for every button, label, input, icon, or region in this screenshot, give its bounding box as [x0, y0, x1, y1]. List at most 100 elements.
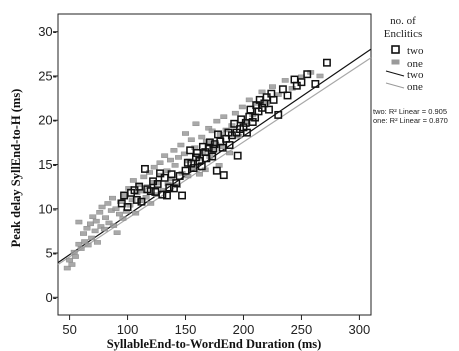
point-one: [113, 230, 121, 235]
point-one: [63, 265, 71, 271]
legend-label-one-marker: one: [407, 58, 423, 70]
point-one: [226, 150, 234, 156]
fit-line-one: [57, 57, 372, 265]
point-one: [177, 142, 185, 148]
legend-line-two: [385, 70, 405, 77]
point-two: [163, 191, 171, 200]
point-two: [278, 85, 287, 94]
point-one: [97, 224, 105, 229]
x-axis-ticks: 50 100 150 200 250 300: [62, 315, 370, 337]
legend: no. of Enclitics two one two one: [384, 15, 424, 93]
point-one: [84, 242, 92, 248]
point-two: [189, 164, 198, 172]
point-two: [322, 58, 331, 67]
y-axis-title: Peak delay SyllEnd-to-H (ms): [9, 89, 23, 248]
point-two: [303, 70, 312, 79]
y-tick-label: 30-: [38, 24, 57, 39]
point-two: [209, 144, 218, 153]
point-one: [98, 204, 106, 210]
point-one: [171, 163, 179, 168]
point-one: [83, 225, 91, 231]
y-tick-label: 25-: [38, 68, 57, 83]
point-two: [153, 180, 162, 188]
point-one: [128, 197, 136, 203]
point-two: [233, 151, 242, 160]
point-one: [105, 220, 113, 226]
point-one: [88, 235, 96, 241]
point-one: [93, 240, 101, 245]
point-one: [102, 215, 109, 220]
point-one: [122, 209, 130, 214]
point-one: [109, 195, 116, 201]
point-two: [283, 91, 292, 100]
plot-area: [57, 13, 372, 316]
r2-annotation-two: two: R² Linear = 0.905: [373, 107, 447, 116]
point-two: [156, 169, 164, 178]
point-one: [87, 221, 94, 227]
legend-marker-two: [391, 45, 400, 54]
point-one: [213, 118, 221, 124]
point-two: [137, 197, 146, 206]
point-one: [70, 249, 78, 255]
point-one: [75, 241, 83, 247]
point-one: [96, 210, 104, 215]
x-tick-label: 300: [349, 322, 371, 337]
point-two: [135, 182, 144, 191]
point-one: [115, 211, 123, 217]
x-tick-label: 250: [291, 322, 313, 337]
point-two: [181, 166, 190, 175]
point-two: [219, 171, 228, 180]
point-one: [198, 134, 206, 140]
point-one: [182, 131, 189, 136]
point-one: [245, 97, 253, 103]
point-one: [170, 148, 178, 153]
point-two: [311, 79, 320, 88]
legend-line-one: [385, 82, 405, 89]
point-two: [140, 164, 149, 173]
y-tick-label: 0-: [45, 290, 57, 305]
point-two: [212, 166, 221, 175]
point-two: [246, 105, 255, 114]
point-one: [161, 153, 169, 158]
x-tick-label: 200: [233, 322, 255, 337]
legend-label-two-line: two: [407, 69, 424, 81]
point-one: [129, 178, 137, 183]
point-one: [281, 78, 289, 83]
point-two: [178, 191, 186, 200]
series-two-points: [117, 58, 331, 211]
point-one: [119, 216, 127, 221]
point-one: [132, 210, 140, 216]
legend-label-two-marker: two: [407, 45, 424, 57]
point-one: [110, 223, 118, 228]
point-one: [142, 195, 150, 200]
point-one: [77, 246, 85, 251]
point-one: [316, 73, 324, 79]
point-two: [274, 110, 283, 119]
y-tick-label: 20-: [38, 113, 57, 128]
point-one: [89, 214, 97, 219]
point-one: [156, 160, 164, 165]
point-two: [123, 203, 132, 211]
point-one: [238, 104, 246, 110]
point-one: [231, 110, 239, 116]
point-one: [166, 157, 174, 163]
x-tick-label: 150: [175, 322, 197, 337]
point-one: [269, 84, 276, 89]
point-one: [150, 164, 158, 170]
point-one: [92, 218, 100, 224]
x-tick-label: 50: [62, 322, 76, 337]
legend-title-line1: no. of: [390, 15, 416, 27]
point-two: [175, 172, 184, 180]
y-tick-label: 5-: [45, 246, 57, 261]
point-one: [220, 114, 228, 119]
point-two: [265, 105, 273, 114]
point-two: [243, 128, 251, 137]
y-tick-label: 10-: [38, 201, 57, 216]
point-two: [225, 141, 234, 149]
point-two: [132, 195, 141, 204]
point-one: [258, 89, 266, 95]
legend-title-line2: Enclitics: [384, 28, 423, 40]
legend-marker-one: [391, 59, 400, 65]
point-one: [100, 226, 108, 232]
